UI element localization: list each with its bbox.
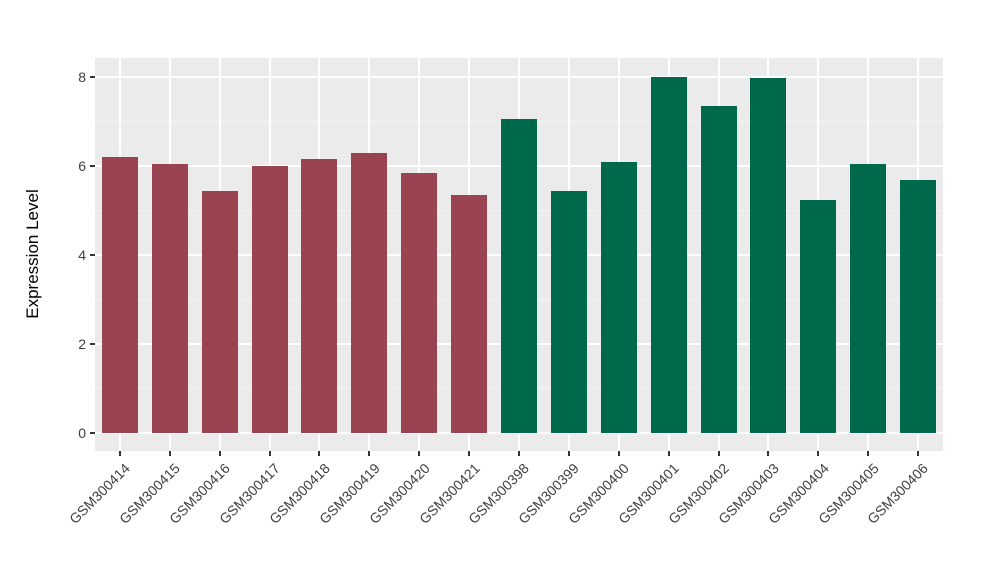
- bar: [650, 77, 687, 434]
- x-tick: [168, 451, 171, 456]
- bar: [700, 106, 737, 434]
- y-tick: [90, 343, 95, 346]
- bar: [750, 78, 787, 434]
- y-tick-label: 6: [78, 158, 86, 175]
- x-tick: [667, 451, 670, 456]
- bar: [900, 179, 937, 434]
- x-tick: [917, 451, 920, 456]
- y-tick-label: 4: [78, 247, 86, 264]
- x-tick: [617, 451, 620, 456]
- bar: [850, 163, 887, 434]
- x-tick: [468, 451, 471, 456]
- x-tick: [817, 451, 820, 456]
- x-tick: [268, 451, 271, 456]
- bar: [451, 195, 488, 434]
- x-tick: [518, 451, 520, 456]
- x-tick: [218, 451, 221, 456]
- x-tick: [767, 451, 770, 456]
- bar: [101, 157, 138, 434]
- x-tick: [368, 451, 371, 456]
- bar: [600, 161, 637, 434]
- y-tick: [90, 432, 95, 435]
- y-tick-label: 2: [78, 336, 86, 353]
- x-tick: [867, 451, 870, 456]
- x-tick: [418, 451, 421, 456]
- y-tick: [90, 254, 95, 257]
- x-tick: [567, 451, 570, 456]
- bar: [251, 166, 288, 434]
- x-tick: [717, 451, 720, 456]
- x-tick: [118, 451, 121, 456]
- x-tick: [318, 451, 321, 456]
- bar: [401, 172, 438, 434]
- bar: [501, 119, 537, 434]
- bar: [550, 190, 587, 434]
- y-tick: [90, 76, 95, 79]
- y-tick-label: 8: [78, 69, 86, 86]
- bar: [151, 163, 188, 434]
- y-tick: [90, 165, 95, 168]
- y-tick-label: 0: [78, 425, 86, 442]
- plot-panel: [95, 58, 943, 451]
- bar: [201, 190, 238, 434]
- bar: [800, 199, 837, 434]
- bar: [351, 152, 388, 434]
- bar: [301, 159, 338, 434]
